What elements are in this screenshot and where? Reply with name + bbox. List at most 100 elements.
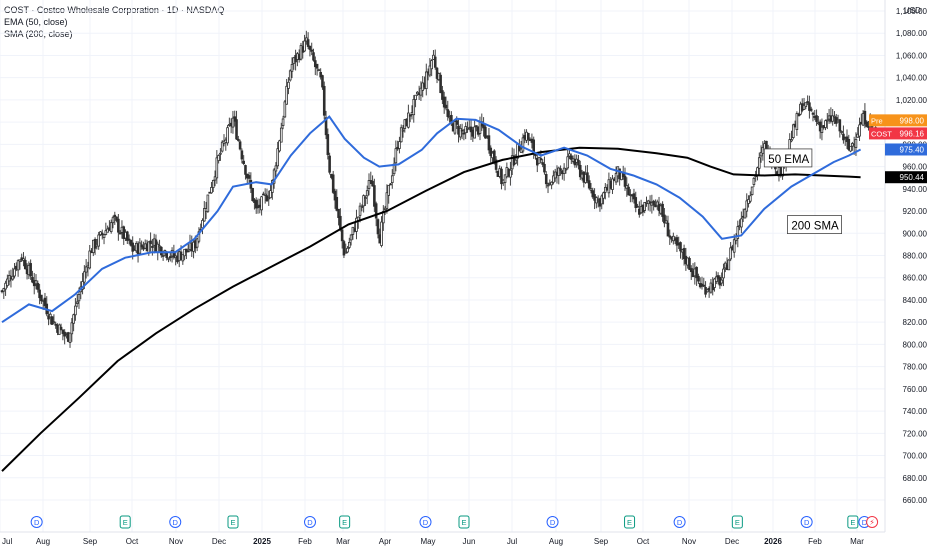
x-tick-label: 2026	[764, 537, 782, 546]
candle-body	[374, 203, 378, 219]
candle-body	[847, 139, 851, 150]
earnings-marker-icon[interactable]	[731, 515, 743, 529]
earnings-marker-icon[interactable]	[624, 515, 636, 529]
candle-body	[211, 180, 215, 188]
candle-body	[52, 321, 56, 324]
dividend-marker-icon[interactable]	[30, 516, 43, 528]
y-tick-label: 760.00	[903, 385, 928, 394]
x-tick-label: May	[420, 537, 435, 546]
candle-body	[109, 222, 113, 233]
candle-body	[407, 112, 410, 128]
candle-body	[557, 167, 561, 176]
candle-body	[412, 99, 416, 116]
candle-body	[380, 221, 383, 246]
candle-body	[47, 315, 50, 320]
candle-body	[70, 322, 74, 335]
candle-body	[313, 60, 317, 68]
earnings-marker-icon[interactable]	[119, 515, 131, 529]
candle-body	[274, 165, 278, 172]
y-tick-label: 940.00	[903, 185, 928, 194]
x-tick-label: Feb	[808, 537, 822, 546]
candle-body	[197, 231, 201, 242]
candle-body	[226, 127, 229, 144]
candle-body	[217, 155, 220, 161]
dividend-marker-icon[interactable]	[673, 516, 686, 528]
symbol-title[interactable]: COST · Costco Wholesale Corporation · 1D…	[4, 5, 225, 15]
candle-body	[93, 238, 97, 249]
candle-body	[697, 275, 700, 282]
earnings-marker-icon[interactable]	[847, 515, 859, 529]
sma-price-badge-value: 950.44	[900, 173, 925, 182]
candle-body	[627, 186, 630, 196]
candle-body	[38, 289, 41, 299]
y-tick-label: 1,100.00	[896, 7, 928, 16]
candle-body	[4, 282, 7, 290]
dividend-marker-icon[interactable]	[304, 516, 316, 528]
sma-legend[interactable]: SMA (200, close)	[4, 29, 73, 39]
candle-body	[661, 203, 664, 217]
y-tick-label: 820.00	[903, 318, 928, 327]
candle-body	[358, 205, 362, 216]
earnings-marker-icon[interactable]	[458, 515, 470, 529]
candle-body	[487, 135, 491, 151]
candle-body	[315, 63, 319, 69]
candle-body	[648, 201, 652, 204]
dividend-marker-letter: D	[307, 518, 313, 527]
earnings-marker-letter: E	[850, 518, 855, 527]
candle-body	[235, 119, 238, 140]
dividend-marker-icon[interactable]	[546, 516, 559, 528]
candle-body	[276, 148, 279, 167]
earnings-marker-icon[interactable]	[339, 515, 351, 529]
candle-body	[231, 117, 235, 128]
candle-body	[460, 129, 464, 132]
candle-body	[279, 127, 283, 143]
sma-annotation-label: 200 SMA	[791, 221, 839, 233]
candle-body	[743, 208, 747, 219]
earnings-marker-letter: E	[123, 518, 128, 527]
candle-body	[475, 125, 478, 128]
candle-body	[453, 121, 457, 134]
y-tick-label: 960.00	[903, 163, 928, 172]
x-tick-label: Aug	[549, 537, 563, 546]
candle-body	[326, 134, 330, 156]
candle-body	[160, 246, 163, 256]
y-tick-label: 800.00	[903, 340, 928, 349]
dividend-marker-icon[interactable]	[169, 516, 182, 528]
y-tick-label: 1,060.00	[896, 51, 928, 60]
candle-body	[675, 237, 679, 246]
split-event-icon[interactable]	[866, 516, 879, 528]
candle-body	[473, 126, 476, 139]
candle-body	[790, 139, 793, 142]
x-tick-label: Apr	[379, 537, 392, 546]
x-tick-label: Nov	[682, 537, 696, 546]
candle-body	[244, 165, 247, 175]
candle-body	[688, 257, 691, 270]
candle-body	[759, 151, 763, 157]
earnings-marker-icon[interactable]	[227, 515, 239, 529]
candle-body	[202, 208, 206, 222]
candle-body	[317, 69, 321, 72]
candle-body	[271, 180, 274, 193]
candle-body	[552, 175, 555, 183]
dividend-marker-icon[interactable]	[419, 516, 432, 528]
candle-body	[811, 112, 815, 115]
candle-body	[795, 113, 799, 130]
candle-body	[310, 49, 314, 52]
dividend-marker-icon[interactable]	[800, 516, 813, 528]
candle-body	[682, 248, 686, 260]
ema-price-badge-value: 975.40	[900, 145, 925, 154]
candle-body	[419, 87, 423, 96]
candle-body	[750, 186, 754, 196]
candle-body	[808, 102, 811, 111]
candle-body	[729, 247, 732, 260]
candle-body	[614, 173, 618, 183]
candle-body	[75, 301, 79, 304]
price-axis[interactable]	[885, 0, 932, 550]
ema-legend[interactable]: EMA (50, close)	[4, 17, 68, 27]
candle-body	[849, 145, 852, 152]
y-tick-label: 880.00	[903, 252, 928, 261]
dividend-marker-letter: D	[173, 518, 179, 527]
candle-body	[376, 219, 380, 235]
candle-body	[49, 313, 52, 318]
